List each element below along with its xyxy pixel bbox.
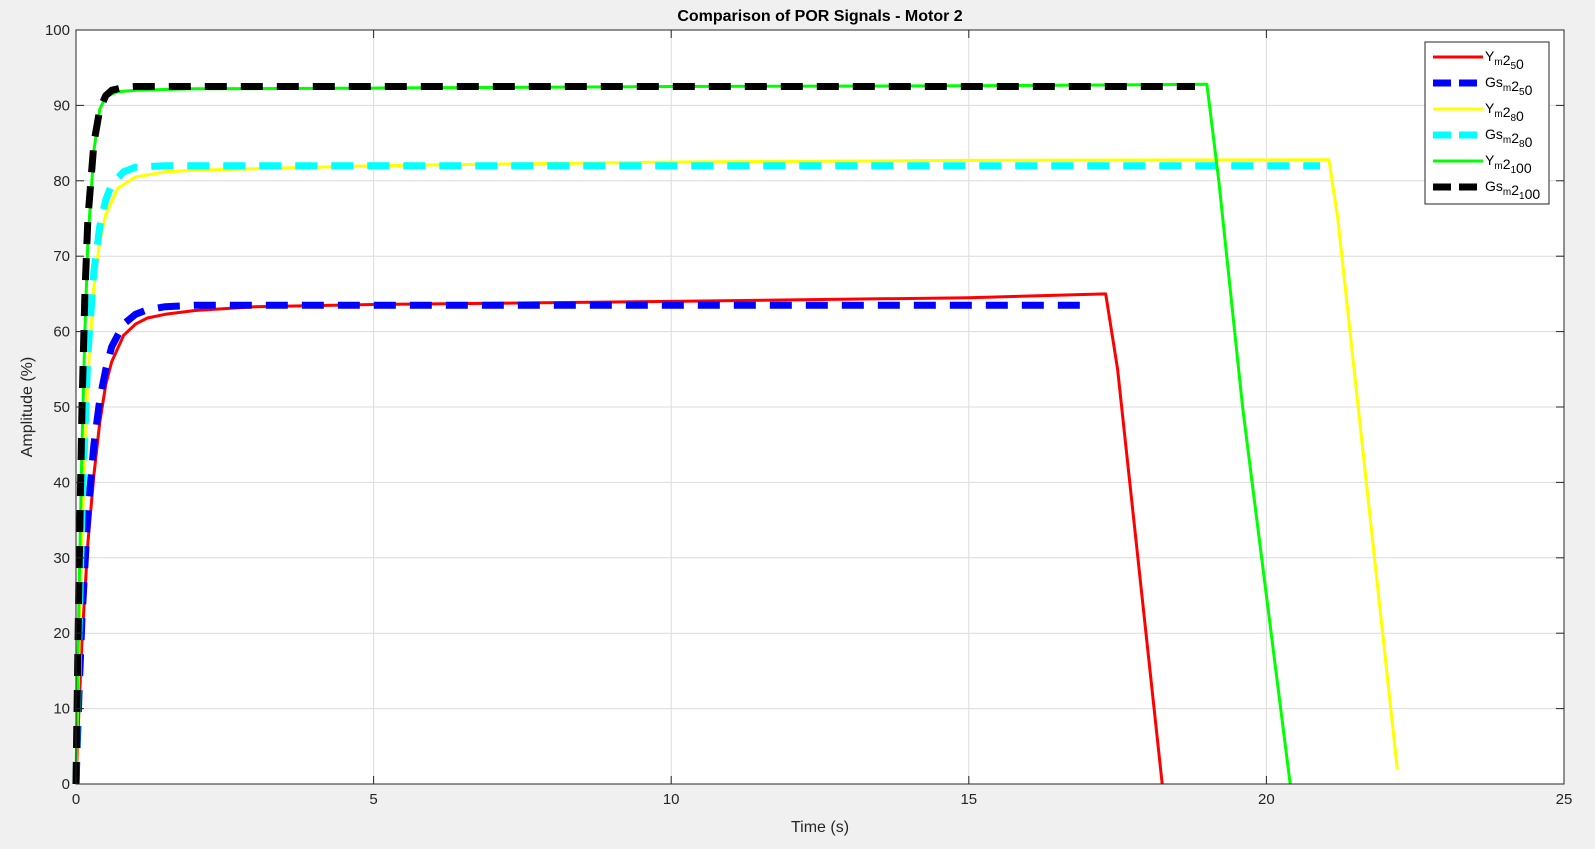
legend-label-4: Gsm280 <box>1485 126 1533 150</box>
y-tick-label: 100 <box>45 22 70 39</box>
y-tick-label: 60 <box>53 324 70 341</box>
y-axis-label: Amplitude (%) <box>19 357 36 457</box>
axes-frame <box>75 29 1565 785</box>
legend-subscript: 8 <box>1510 113 1516 124</box>
legend-text: 0 <box>1516 56 1524 72</box>
legend-text: Y <box>1485 48 1495 64</box>
legend-text: Gs <box>1485 126 1503 142</box>
legend-label-2: Gsm250 <box>1485 74 1533 98</box>
legend-subscript: m <box>1503 83 1511 94</box>
y-tick-label: 10 <box>53 701 70 718</box>
legend-text: 0 <box>1525 82 1533 98</box>
legend-text: 0 <box>1525 134 1533 150</box>
legend-text: 0 <box>1516 108 1524 124</box>
legend-label-5: Ym2100 <box>1485 152 1532 176</box>
legend-label-6: Gsm2100 <box>1485 178 1540 202</box>
legend-subscript: m <box>1494 161 1502 172</box>
x-tick-label: 20 <box>1258 791 1275 808</box>
legend-text: Gs <box>1485 74 1503 90</box>
x-tick-label: 0 <box>72 791 80 808</box>
data-series-group <box>72 82 1399 785</box>
y-tick-label: 0 <box>62 776 70 793</box>
y-tick-label: 40 <box>53 474 70 491</box>
legend-label-3: Ym280 <box>1485 100 1524 124</box>
legend-text: 2 <box>1511 78 1519 94</box>
y-tick-label: 80 <box>53 173 70 190</box>
legend-text: 2 <box>1511 182 1519 198</box>
y-tick-label: 30 <box>53 550 70 567</box>
chart-title: Comparison of POR Signals - Motor 2 <box>677 8 962 25</box>
legend-subscript: 1 <box>1519 191 1525 202</box>
legend-text: Y <box>1485 152 1495 168</box>
legend-subscript: m <box>1494 57 1502 68</box>
series-line-6 <box>72 83 1195 785</box>
legend-subscript: 5 <box>1519 87 1525 98</box>
legend-text: 00 <box>1525 186 1541 202</box>
legend-text: Gs <box>1485 178 1503 194</box>
x-tick-label: 10 <box>663 791 680 808</box>
y-tick-label: 70 <box>53 248 70 265</box>
legend-subscript: 5 <box>1510 61 1516 72</box>
legend-text: Y <box>1485 100 1495 116</box>
legend-box <box>1424 41 1550 205</box>
legend-label-1: Ym250 <box>1485 48 1524 72</box>
x-tick-label: 5 <box>369 791 377 808</box>
legend-subscript: m <box>1503 135 1511 146</box>
x-tick-label: 25 <box>1556 791 1573 808</box>
x-axis-label: Time (s) <box>791 819 849 836</box>
y-tick-label: 20 <box>53 625 70 642</box>
legend-subscript: m <box>1494 109 1502 120</box>
legend-text: 2 <box>1503 104 1511 120</box>
legend-subscript: 8 <box>1519 139 1525 150</box>
x-tick-label: 15 <box>960 791 977 808</box>
legend-subscript: m <box>1503 187 1511 198</box>
grid-lines <box>75 29 1565 785</box>
y-tick-label: 50 <box>53 399 70 416</box>
legend-text: 00 <box>1516 160 1532 176</box>
legend-subscript: 1 <box>1510 165 1516 176</box>
legend-text: 2 <box>1503 52 1511 68</box>
legend-text: 2 <box>1511 130 1519 146</box>
legend-text: 2 <box>1503 156 1511 172</box>
y-tick-label: 90 <box>53 97 70 114</box>
series-line-2 <box>72 301 1094 785</box>
series-line-4 <box>72 162 1320 785</box>
